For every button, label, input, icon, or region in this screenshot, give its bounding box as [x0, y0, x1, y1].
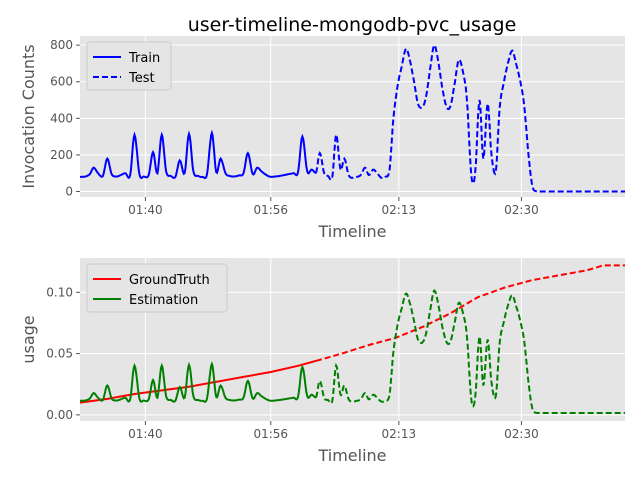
y-tick-label: 0.10 [46, 285, 73, 299]
series-groundtruth-forecast-line [315, 264, 625, 362]
legend-label-groundtruth: GroundTruth [129, 273, 210, 288]
chart-panel-counts: 01:40 01:56 02:13 02:30 0 200 400 600 800 Timelin… [19, 36, 625, 241]
y-axis-label: usage [19, 315, 38, 363]
legend: Train Test [86, 41, 172, 91]
legend-label-estimation: Estimation [129, 293, 198, 308]
x-tick-label: 02:13 [382, 427, 417, 441]
y-tick-label: 800 [50, 38, 73, 52]
y-tick-label: 400 [50, 111, 73, 125]
legend-label-train: Train [128, 51, 160, 66]
x-tick-label: 02:30 [504, 427, 539, 441]
y-tick-label: 0.05 [46, 347, 73, 361]
legend: GroundTruth Estimation [86, 263, 228, 313]
chart-title: user-timeline-mongodb-pvc_usage [188, 14, 517, 36]
x-tick-label: 01:40 [128, 203, 163, 217]
series-estimation-forecast-line [315, 288, 625, 414]
series-train-line [80, 129, 317, 180]
x-axis-label: Timeline [317, 446, 386, 465]
series-test-line [315, 43, 625, 193]
y-tick-label: 0.00 [46, 408, 73, 422]
y-tick-label: 600 [50, 75, 73, 89]
legend-box [86, 263, 228, 313]
x-axis-label: Timeline [317, 222, 386, 241]
series-estimation-line [80, 360, 317, 403]
chart-panel-usage: 01:40 01:56 02:13 02:30 0.00 0.05 0.10 Timeline… [19, 258, 625, 465]
legend-label-test: Test [128, 71, 155, 86]
x-tick-label: 02:13 [382, 203, 417, 217]
y-tick-label: 200 [50, 148, 73, 162]
x-tick-label: 01:56 [253, 203, 288, 217]
y-tick-label: 0 [65, 185, 73, 199]
x-tick-label: 01:40 [128, 427, 163, 441]
series-groundtruth-line [79, 359, 317, 404]
x-tick-label: 02:30 [504, 203, 539, 217]
x-tick-label: 01:56 [253, 427, 288, 441]
y-axis-label: Invocation Counts [19, 44, 38, 188]
